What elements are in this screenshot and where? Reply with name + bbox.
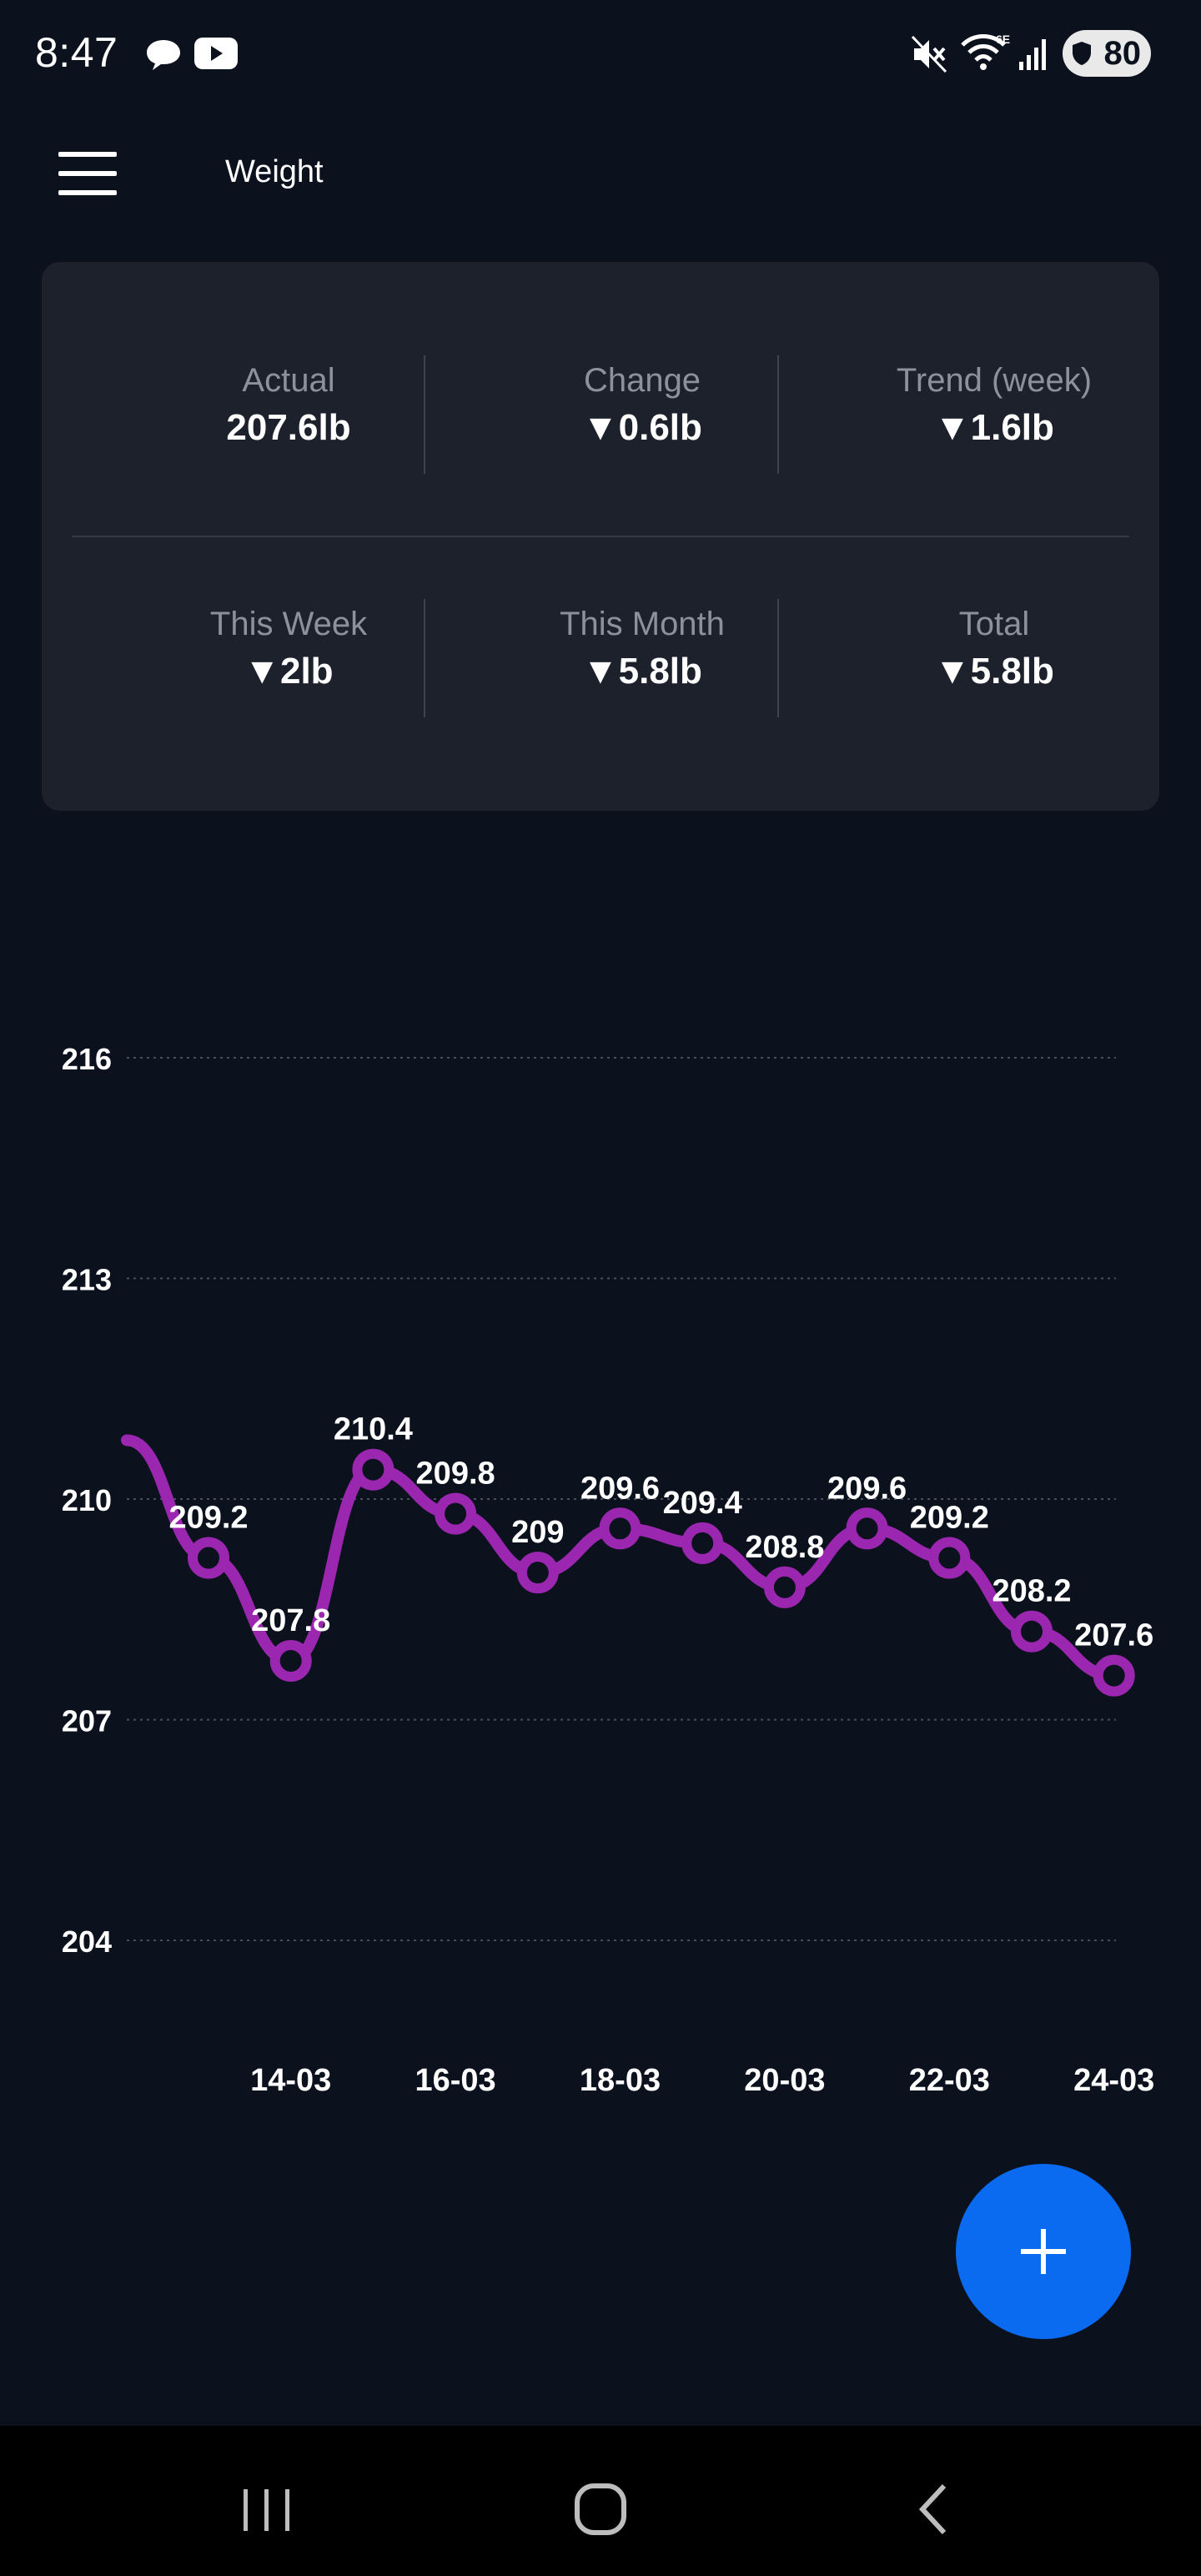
weight-chart[interactable]: 216 213 210 207 204 14-03 16-03 18-03 20-03 22-03… [0, 959, 1201, 2111]
data-label: 209.4 [663, 1486, 742, 1521]
data-point [928, 1537, 971, 1579]
divider [777, 355, 779, 474]
weight-line-chart: 216 213 210 207 204 14-03 16-03 18-03 20-03 22-03… [62, 1042, 1154, 2098]
data-point [188, 1537, 229, 1579]
stat-this-month: This Month ▼5.8lb [467, 604, 817, 696]
stat-value: ▼0.6lb [582, 407, 702, 448]
data-label: 208.8 [745, 1530, 824, 1565]
data-label: 207.6 [1074, 1618, 1153, 1653]
recent-apps-icon[interactable] [225, 2476, 309, 2543]
data-point [599, 1507, 641, 1550]
y-tick-label: 210 [62, 1483, 112, 1517]
data-label: 208.2 [992, 1574, 1071, 1609]
wifi-icon: 6E [961, 33, 1010, 70]
data-point [681, 1522, 724, 1564]
data-label: 210.4 [334, 1412, 413, 1447]
divider [424, 599, 425, 717]
network-label: 6E [996, 33, 1010, 46]
data-label: 207.8 [251, 1603, 330, 1638]
y-tick-label: 207 [62, 1704, 112, 1738]
stat-actual: Actual 207.6lb [113, 360, 464, 452]
data-point [435, 1492, 477, 1535]
page-title: Weight [225, 154, 324, 189]
stat-value: ▼1.6lb [934, 407, 1054, 448]
stats-card: Actual 207.6lb Change ▼0.6lb Trend (week… [42, 262, 1159, 811]
stat-label: Change [583, 362, 701, 399]
y-tick-label: 213 [62, 1263, 112, 1297]
home-icon[interactable] [559, 2476, 642, 2543]
app-bar: Weight [0, 125, 1201, 217]
signal-icon [1019, 39, 1046, 70]
x-tick-label: 14-03 [250, 2063, 331, 2098]
back-icon[interactable] [892, 2476, 976, 2543]
status-bar: 8:47 6E 80 [0, 0, 1201, 108]
data-point [516, 1552, 559, 1594]
data-point [352, 1448, 394, 1491]
stat-label: Actual [242, 362, 335, 399]
x-tick-label: 18-03 [580, 2063, 661, 2098]
divider [72, 536, 1129, 537]
divider [777, 599, 779, 717]
chat-bubble-icon [147, 40, 180, 70]
stat-label: This Month [560, 606, 725, 642]
shield-icon [1073, 42, 1091, 65]
data-point [1093, 1654, 1135, 1697]
stat-change: Change ▼0.6lb [467, 360, 817, 452]
mute-icon [911, 35, 947, 73]
data-point [1011, 1610, 1053, 1653]
data-label: 209.6 [580, 1471, 660, 1506]
data-label: 209.8 [416, 1457, 495, 1492]
hamburger-menu-icon[interactable] [52, 148, 122, 199]
status-time: 8:47 [35, 29, 118, 76]
data-point [763, 1566, 806, 1608]
stat-label: This Week [209, 606, 368, 642]
data-label: 209.2 [168, 1501, 248, 1536]
x-tick-label: 24-03 [1073, 2063, 1154, 2098]
stat-label: Trend (week) [896, 362, 1093, 399]
system-nav-bar [0, 2426, 1201, 2576]
divider [424, 355, 425, 474]
data-point [269, 1639, 312, 1682]
y-tick-label: 204 [62, 1924, 112, 1959]
youtube-icon [194, 38, 238, 69]
x-tick-label: 22-03 [909, 2063, 990, 2098]
stat-trend-week: Trend (week) ▼1.6lb [819, 360, 1169, 452]
stat-value: 207.6lb [226, 407, 351, 448]
stat-this-week: This Week ▼2lb [113, 604, 464, 696]
stat-total: Total ▼5.8lb [819, 604, 1169, 696]
stat-value: ▼5.8lb [582, 651, 702, 692]
battery-level: 80 [1103, 34, 1142, 72]
data-label: 209.6 [827, 1471, 907, 1506]
add-entry-button[interactable] [956, 2164, 1131, 2339]
data-point [846, 1507, 888, 1550]
stat-value: ▼2lb [244, 651, 334, 692]
x-tick-label: 20-03 [744, 2063, 825, 2098]
data-label: 209 [511, 1515, 564, 1550]
x-tick-label: 16-03 [415, 2063, 495, 2098]
plus-icon-stroke [1041, 2229, 1046, 2274]
battery-icon: 80 [1063, 30, 1151, 77]
y-tick-label: 216 [62, 1042, 112, 1076]
stat-label: Total [958, 606, 1030, 642]
data-label: 209.2 [910, 1501, 989, 1536]
stat-value: ▼5.8lb [934, 651, 1054, 692]
